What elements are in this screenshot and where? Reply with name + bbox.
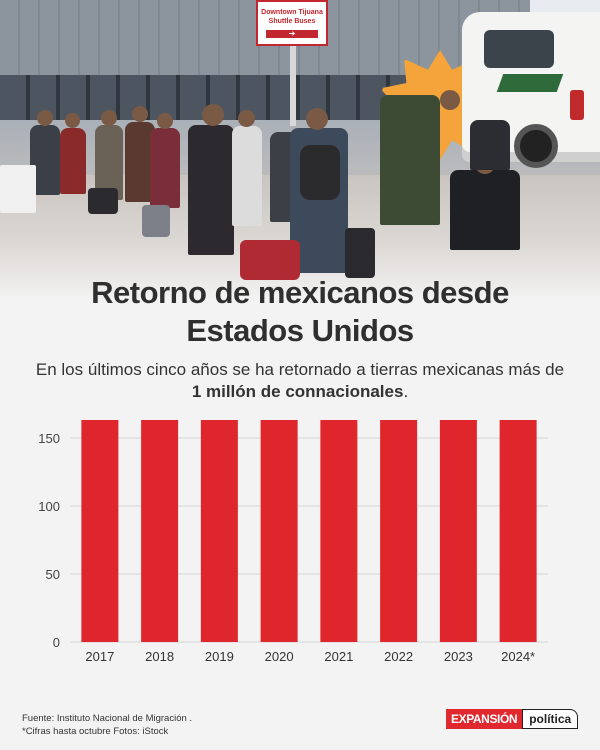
x-tick-label: 2018	[145, 649, 174, 664]
subtitle-end: .	[403, 382, 409, 401]
bar	[200, 420, 238, 642]
bar	[141, 420, 179, 642]
sign-line2: Shuttle Buses	[268, 18, 316, 25]
person-head	[157, 113, 173, 129]
bar	[260, 420, 298, 642]
person-head	[101, 110, 117, 126]
bar-chart: 050100150167,0642017203,6692018211,24120…	[38, 420, 548, 664]
note-text: *Cifras hasta octubre Fotos: iStock	[22, 726, 169, 737]
person-head	[132, 106, 148, 122]
brand-logo: EXPANSIÓN política	[446, 709, 579, 729]
title-line1: Retorno de mexicanos desde	[91, 275, 509, 310]
title-line2: Estados Unidos	[186, 313, 414, 348]
truck-stripe	[496, 74, 564, 92]
shuttle-sign: Downtown Tijuana Shuttle Buses ➔	[256, 0, 328, 46]
person-head	[306, 108, 328, 130]
person-head	[238, 110, 255, 127]
x-tick-label: 2020	[265, 649, 294, 664]
person-figure	[232, 126, 262, 226]
person-figure	[60, 128, 86, 194]
person-figure	[470, 120, 510, 170]
page-title: Retorno de mexicanos desde Estados Unido…	[0, 274, 600, 350]
bar	[499, 420, 537, 642]
bar	[81, 420, 119, 642]
person-head	[37, 110, 53, 126]
subtitle: En los últimos cinco años se ha retornad…	[30, 359, 570, 403]
truck-window	[484, 30, 554, 68]
x-tick-label: 2023	[444, 649, 473, 664]
luggage	[88, 188, 118, 214]
person-figure	[188, 125, 234, 255]
truck-taillight	[570, 90, 584, 120]
y-tick-label: 50	[46, 567, 60, 582]
source-text: Fuente: Instituto Nacional de Migración …	[22, 713, 193, 724]
luggage	[345, 228, 375, 278]
bar	[380, 420, 418, 642]
luggage	[240, 240, 300, 280]
barrier	[0, 165, 36, 213]
sign-line1: Downtown Tijuana	[261, 9, 323, 16]
person-head	[440, 90, 460, 110]
bar	[320, 420, 358, 642]
brand-left: EXPANSIÓN	[446, 709, 523, 729]
person-figure	[450, 170, 520, 250]
x-tick-label: 2024*	[501, 649, 535, 664]
arrow-right-icon: ➔	[266, 30, 318, 38]
subtitle-text: En los últimos cinco años se ha retornad…	[35, 360, 565, 379]
x-tick-label: 2017	[85, 649, 114, 664]
x-tick-label: 2021	[324, 649, 353, 664]
y-tick-label: 0	[53, 635, 60, 650]
person-figure	[150, 128, 180, 208]
truck-wheel	[514, 124, 558, 168]
y-tick-label: 100	[38, 499, 60, 514]
patrol-truck	[462, 12, 600, 168]
person-figure	[380, 95, 440, 225]
luggage	[142, 205, 170, 237]
person-figure	[300, 145, 340, 200]
brand-right: política	[522, 709, 579, 729]
x-tick-label: 2019	[205, 649, 234, 664]
y-tick-label: 150	[38, 431, 60, 446]
x-tick-label: 2022	[384, 649, 413, 664]
person-figure	[95, 125, 123, 200]
person-head	[202, 104, 224, 126]
bar	[439, 420, 477, 642]
subtitle-highlight: 1 millón de connacionales	[191, 382, 404, 401]
header-photo: Downtown Tijuana Shuttle Buses ➔	[0, 0, 600, 300]
sign-pole	[290, 46, 296, 126]
footer-credits: Fuente: Instituto Nacional de Migración …	[22, 712, 192, 738]
person-head	[65, 113, 80, 128]
